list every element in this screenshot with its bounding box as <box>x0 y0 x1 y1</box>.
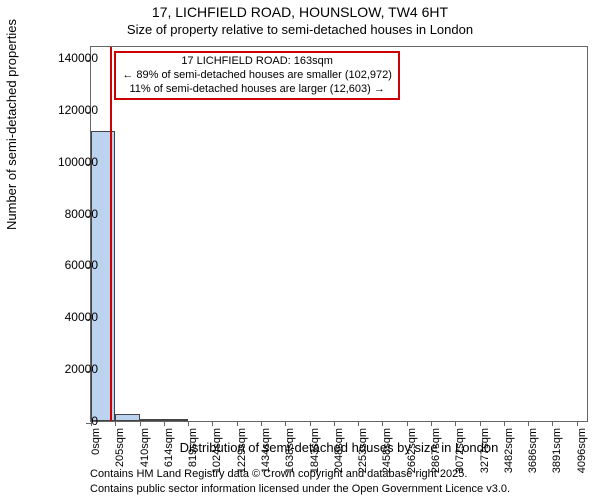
y-axis-label: Number of semi-detached properties <box>4 19 19 230</box>
histogram-bar <box>140 419 164 421</box>
x-tick-label: 2253sqm <box>357 428 369 488</box>
y-tick-label: 20000 <box>38 362 98 376</box>
histogram-bar <box>164 419 188 421</box>
x-tick-mark <box>115 421 116 426</box>
x-tick-mark <box>504 421 505 426</box>
annotation-line: 11% of semi-detached houses are larger (… <box>122 83 392 97</box>
x-tick-mark <box>552 421 553 426</box>
x-tick-mark <box>310 421 311 426</box>
x-tick-label: 0sqm <box>90 428 102 488</box>
x-tick-mark <box>261 421 262 426</box>
attribution: Contains HM Land Registry data © Crown c… <box>90 467 510 496</box>
x-tick-label: 4096sqm <box>576 428 588 488</box>
y-tick-label: 80000 <box>38 207 98 221</box>
x-tick-label: 819sqm <box>187 428 199 488</box>
x-tick-mark <box>528 421 529 426</box>
x-tick-label: 1434sqm <box>260 428 272 488</box>
x-tick-label: 3482sqm <box>503 428 515 488</box>
annotation-line: ← 89% of semi-detached houses are smalle… <box>122 69 392 83</box>
x-tick-label: 1638sqm <box>284 428 296 488</box>
y-tick-label: 100000 <box>38 155 98 169</box>
x-tick-mark <box>212 421 213 426</box>
x-tick-mark <box>455 421 456 426</box>
x-tick-label: 1843sqm <box>309 428 321 488</box>
x-tick-label: 2048sqm <box>333 428 345 488</box>
page-title: 17, LICHFIELD ROAD, HOUNSLOW, TW4 6HT <box>0 0 600 20</box>
x-tick-mark <box>164 421 165 426</box>
x-tick-mark <box>407 421 408 426</box>
attribution-line: Contains HM Land Registry data © Crown c… <box>90 467 510 481</box>
x-tick-mark <box>358 421 359 426</box>
y-tick-label: 40000 <box>38 310 98 324</box>
x-tick-mark <box>334 421 335 426</box>
x-tick-label: 2458sqm <box>381 428 393 488</box>
plot-area: 17 LICHFIELD ROAD: 163sqm← 89% of semi-d… <box>90 46 588 422</box>
x-tick-label: 1024sqm <box>211 428 223 488</box>
annotation-line: 17 LICHFIELD ROAD: 163sqm <box>122 55 392 69</box>
y-tick-label: 140000 <box>38 51 98 65</box>
x-tick-mark <box>140 421 141 426</box>
attribution-line: Contains public sector information licen… <box>90 482 510 496</box>
histogram-bar <box>115 414 139 421</box>
y-tick-label: 0 <box>38 414 98 428</box>
x-tick-mark <box>431 421 432 426</box>
x-tick-label: 1229sqm <box>236 428 248 488</box>
x-tick-mark <box>285 421 286 426</box>
histogram-chart: 17 LICHFIELD ROAD: 163sqm← 89% of semi-d… <box>90 46 588 422</box>
y-tick-label: 120000 <box>38 103 98 117</box>
page-subtitle: Size of property relative to semi-detach… <box>0 20 600 37</box>
x-tick-label: 3686sqm <box>527 428 539 488</box>
x-tick-label: 2662sqm <box>406 428 418 488</box>
x-tick-label: 3891sqm <box>551 428 563 488</box>
x-tick-mark <box>577 421 578 426</box>
x-tick-label: 3072sqm <box>454 428 466 488</box>
x-tick-label: 2867sqm <box>430 428 442 488</box>
x-tick-label: 614sqm <box>163 428 175 488</box>
x-tick-mark <box>382 421 383 426</box>
x-tick-label: 410sqm <box>139 428 151 488</box>
x-tick-label: 3277sqm <box>479 428 491 488</box>
x-tick-mark <box>480 421 481 426</box>
reference-line <box>110 47 112 421</box>
y-tick-label: 60000 <box>38 258 98 272</box>
x-tick-mark <box>237 421 238 426</box>
x-tick-mark <box>188 421 189 426</box>
annotation-box: 17 LICHFIELD ROAD: 163sqm← 89% of semi-d… <box>114 51 400 100</box>
x-tick-label: 205sqm <box>114 428 126 488</box>
